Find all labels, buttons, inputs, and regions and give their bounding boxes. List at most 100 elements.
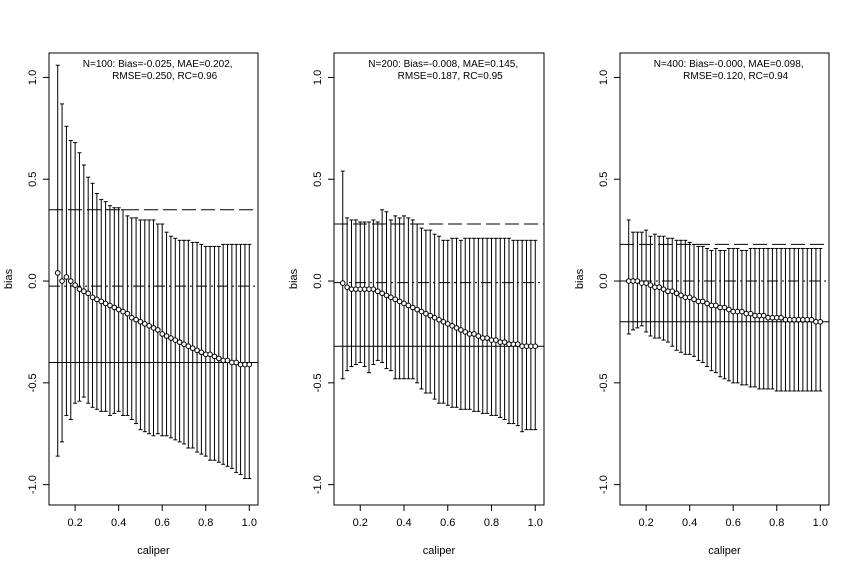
y-tick-label: -0.5 — [312, 373, 324, 392]
data-point — [102, 300, 109, 307]
error-bar — [428, 229, 433, 394]
x-tick-label: 1.0 — [528, 517, 543, 529]
data-point — [423, 310, 429, 317]
data-point — [436, 316, 442, 323]
data-point — [120, 308, 126, 315]
data-point — [532, 343, 539, 349]
data-point — [453, 325, 460, 331]
error-bar — [103, 201, 108, 412]
y-tick-label: -0.5 — [27, 373, 39, 392]
data-point — [246, 361, 253, 368]
data-point — [471, 331, 477, 337]
panel-1: 0.2 0.4 0.6 0.8 1.0 -1.0 -0.5 0.0 0.5 1.0 caliper b… — [3, 52, 259, 557]
error-bar — [55, 64, 60, 457]
error-bar — [626, 219, 631, 335]
data-point — [67, 278, 74, 284]
error-bar — [203, 245, 208, 457]
error-bar — [718, 249, 723, 378]
x-tick-label: 0.2 — [638, 517, 653, 529]
error-bar — [77, 152, 82, 402]
error-bar — [367, 221, 371, 374]
x-tick-label: 0.6 — [155, 517, 170, 529]
data-point — [444, 320, 451, 327]
x-tick-label: 1.0 — [813, 517, 828, 529]
data-point — [379, 290, 385, 297]
plot-frame — [48, 52, 259, 506]
y-tick-label: 0.0 — [27, 273, 39, 288]
data-point — [678, 292, 684, 299]
error-bar — [739, 249, 744, 386]
data-point — [344, 284, 350, 290]
y-tick-label: 0.5 — [27, 172, 39, 187]
error-bar — [138, 219, 143, 431]
data-point — [414, 306, 420, 313]
error-bar — [216, 245, 221, 463]
error-bar — [238, 243, 243, 475]
error-bar — [705, 247, 710, 368]
data-point — [163, 333, 170, 339]
error-bar — [515, 239, 520, 427]
error-bar — [761, 247, 766, 390]
error-bar — [726, 247, 731, 382]
error-bar — [397, 217, 402, 380]
data-point — [59, 278, 65, 284]
data-point — [124, 310, 131, 317]
error-bar — [86, 176, 91, 404]
error-bar — [472, 237, 476, 412]
y-tick-label: -1.0 — [312, 475, 324, 494]
x-tick-label: 0.6 — [440, 517, 455, 529]
y-axis-label: bias — [574, 268, 586, 289]
data-point — [72, 282, 78, 288]
y-axis-label: bias — [288, 268, 300, 289]
error-bar — [493, 237, 498, 416]
data-point — [81, 288, 87, 295]
y-tick-label: 0.0 — [598, 273, 610, 288]
data-point — [778, 314, 784, 321]
error-bar — [748, 247, 753, 388]
error-bar — [195, 241, 200, 453]
stats-annotation: RMSE=0.187, RC=0.95 — [398, 71, 503, 82]
error-bar — [221, 243, 226, 465]
error-bar — [225, 243, 230, 467]
data-point — [224, 357, 231, 364]
y-axis-label: bias — [3, 268, 15, 289]
error-bar — [476, 237, 481, 412]
x-axis-label: caliper — [137, 545, 170, 557]
stats-annotation: N=400: Bias=-0.000, MAE=0.098, — [654, 59, 804, 70]
error-bar — [415, 223, 420, 384]
error-bar — [229, 243, 234, 469]
plot-frame — [333, 52, 545, 506]
panel-3: 0.2 0.4 0.6 0.8 1.0 -1.0 -0.5 0.0 0.5 1.0 caliper b… — [574, 52, 830, 557]
error-bar — [349, 219, 354, 368]
data-point — [647, 282, 654, 288]
error-bar — [234, 243, 239, 473]
data-point — [89, 294, 96, 301]
error-bar — [410, 219, 415, 380]
data-point — [401, 300, 407, 307]
y-tick-label: 0.0 — [312, 273, 324, 288]
data-point — [339, 280, 346, 286]
error-bar — [639, 231, 644, 327]
data-point — [699, 298, 706, 305]
data-point — [207, 351, 213, 358]
data-point — [185, 343, 192, 349]
error-bar — [744, 249, 749, 386]
error-bar — [384, 211, 389, 370]
x-tick-label: 0.8 — [484, 517, 499, 529]
x-tick-label: 1.0 — [242, 517, 257, 529]
data-point — [808, 316, 815, 323]
data-point — [673, 290, 680, 297]
stats-annotation: N=200: Bias=-0.008, MAE=0.145, — [368, 59, 518, 70]
error-bar — [340, 170, 345, 380]
data-point — [721, 304, 728, 311]
data-point — [817, 318, 824, 325]
y-tick-label: 0.5 — [312, 172, 324, 187]
error-bar — [700, 245, 705, 363]
error-bar — [406, 217, 411, 380]
error-bar — [713, 247, 718, 374]
data-point — [155, 327, 161, 333]
error-bar — [467, 237, 472, 410]
data-point — [409, 304, 416, 311]
plot-frame — [619, 52, 830, 506]
data-point — [94, 296, 100, 303]
